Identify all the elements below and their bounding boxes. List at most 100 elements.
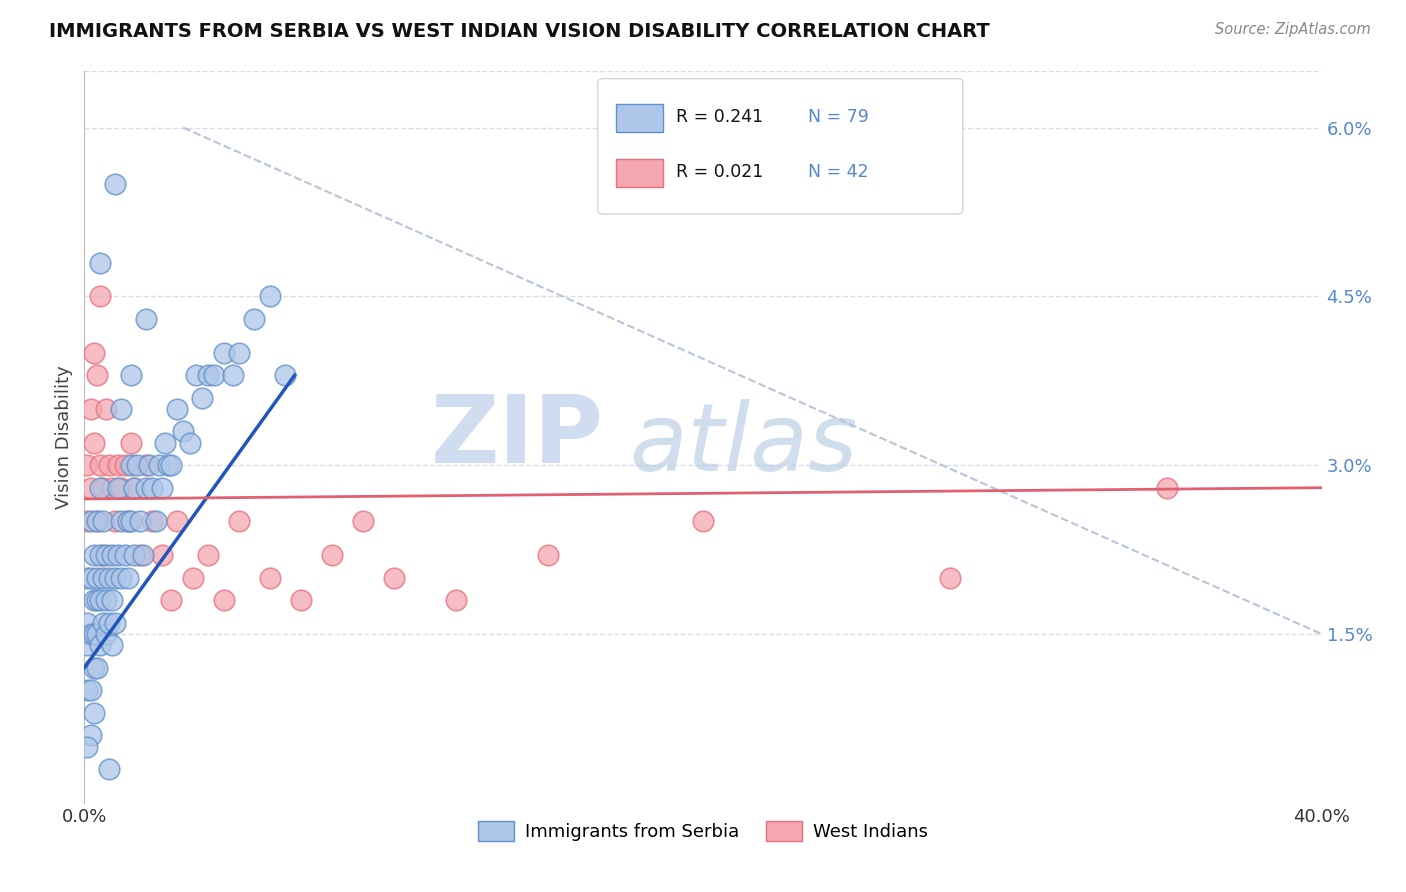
Point	[129, 515, 152, 529]
Point	[107, 481, 129, 495]
Point	[94, 627, 117, 641]
Point	[382, 571, 405, 585]
Point	[83, 548, 105, 562]
Point	[197, 548, 219, 562]
Text: R = 0.021: R = 0.021	[676, 163, 763, 181]
Point	[91, 571, 114, 585]
Point	[179, 435, 201, 450]
Point	[98, 571, 121, 585]
Point	[212, 593, 235, 607]
Point	[153, 435, 176, 450]
Point	[104, 615, 127, 630]
Point	[117, 515, 139, 529]
Point	[222, 368, 245, 383]
Point	[120, 435, 142, 450]
Point	[91, 515, 114, 529]
Point	[101, 638, 124, 652]
Point	[243, 312, 266, 326]
Point	[89, 548, 111, 562]
Point	[120, 515, 142, 529]
Point	[98, 762, 121, 776]
Point	[692, 515, 714, 529]
Point	[94, 548, 117, 562]
Point	[148, 458, 170, 473]
Point	[86, 593, 108, 607]
FancyBboxPatch shape	[598, 78, 963, 214]
Point	[89, 255, 111, 269]
Point	[156, 458, 179, 473]
Point	[94, 401, 117, 416]
Point	[86, 368, 108, 383]
Point	[86, 515, 108, 529]
Point	[104, 515, 127, 529]
Point	[114, 548, 136, 562]
Point	[83, 627, 105, 641]
Point	[98, 458, 121, 473]
Point	[191, 391, 214, 405]
Point	[125, 458, 148, 473]
Text: atlas: atlas	[628, 399, 858, 490]
Point	[76, 515, 98, 529]
Point	[104, 177, 127, 191]
Point	[352, 515, 374, 529]
Point	[939, 571, 962, 585]
Point	[132, 548, 155, 562]
Point	[145, 515, 167, 529]
Point	[79, 627, 101, 641]
Point	[135, 481, 157, 495]
Point	[122, 481, 145, 495]
Point	[150, 481, 173, 495]
Point	[110, 571, 132, 585]
Text: N = 42: N = 42	[808, 163, 869, 181]
Point	[76, 571, 98, 585]
Point	[138, 458, 160, 473]
Point	[120, 368, 142, 383]
Point	[197, 368, 219, 383]
Point	[160, 458, 183, 473]
Point	[76, 615, 98, 630]
Point	[110, 481, 132, 495]
Point	[86, 571, 108, 585]
Text: R = 0.241: R = 0.241	[676, 109, 763, 127]
Point	[202, 368, 225, 383]
Point	[160, 593, 183, 607]
Point	[91, 548, 114, 562]
Point	[79, 683, 101, 698]
Point	[537, 548, 560, 562]
Point	[110, 401, 132, 416]
Point	[259, 289, 281, 303]
Point	[76, 739, 98, 754]
Text: ZIP: ZIP	[432, 391, 605, 483]
Point	[86, 661, 108, 675]
Point	[83, 435, 105, 450]
Point	[114, 458, 136, 473]
Point	[89, 593, 111, 607]
Point	[101, 548, 124, 562]
Point	[89, 638, 111, 652]
Point	[79, 728, 101, 742]
Point	[107, 548, 129, 562]
Point	[135, 458, 157, 473]
Point	[117, 515, 139, 529]
FancyBboxPatch shape	[616, 159, 664, 187]
Y-axis label: Vision Disability: Vision Disability	[55, 365, 73, 509]
Point	[122, 548, 145, 562]
Point	[89, 458, 111, 473]
Point	[94, 593, 117, 607]
Point	[274, 368, 297, 383]
Point	[89, 481, 111, 495]
Point	[166, 515, 188, 529]
Point	[184, 368, 207, 383]
Point	[98, 615, 121, 630]
Point	[321, 548, 343, 562]
Point	[83, 706, 105, 720]
Point	[122, 481, 145, 495]
Point	[107, 458, 129, 473]
Point	[172, 425, 194, 439]
Point	[1156, 481, 1178, 495]
Point	[79, 401, 101, 416]
Point	[212, 345, 235, 359]
Point	[76, 458, 98, 473]
Point	[83, 345, 105, 359]
Point	[89, 289, 111, 303]
